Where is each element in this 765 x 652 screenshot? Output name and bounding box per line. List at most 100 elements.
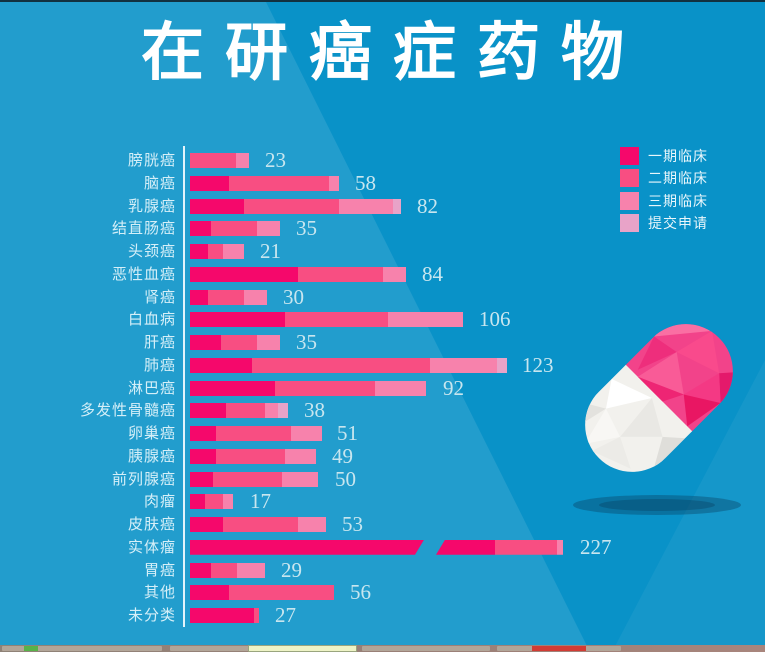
taskbar-button[interactable]: [2, 646, 162, 651]
bar-segment: [285, 448, 316, 464]
value-label: 21: [260, 239, 281, 263]
category-label: 膀胱癌: [127, 151, 176, 169]
taskbar-button[interactable]: [362, 646, 490, 651]
stacked-bar: [190, 562, 265, 578]
category-label: 结直肠癌: [111, 219, 176, 238]
page-title: 在研癌症药物: [141, 16, 645, 89]
bar-segment: [339, 198, 393, 214]
bar-segment: [190, 153, 236, 168]
legend-label: 提交申请: [648, 216, 708, 233]
bar-segment: [229, 175, 329, 191]
legend-item: 三期临床: [620, 191, 708, 210]
bar-segment: [190, 198, 244, 214]
bar-segment: [190, 562, 211, 578]
category-label: 胰腺癌: [127, 446, 176, 465]
stacked-bar: [190, 175, 339, 191]
bar-segment: [190, 312, 285, 328]
category-label: 头颈癌: [127, 242, 176, 260]
value-label: 23: [265, 148, 286, 172]
stacked-bar: [190, 198, 401, 214]
category-label: 肾癌: [143, 287, 176, 306]
stacked-bar: [190, 585, 334, 601]
value-label: 50: [335, 466, 356, 491]
bar-segment: [383, 266, 406, 282]
taskbar-indicator: [24, 646, 38, 651]
bar-segment: [495, 539, 557, 555]
bar-segment: [557, 539, 563, 555]
bar-segment: [244, 198, 339, 214]
taskbar-button[interactable]: [248, 645, 357, 652]
stacked-bar: [190, 539, 563, 555]
value-label: 51: [337, 421, 358, 445]
top-edge-line: [0, 0, 765, 2]
bar-segment: [285, 312, 388, 328]
bar-segment: [497, 357, 507, 373]
category-label: 白血病: [127, 310, 176, 329]
bar-segment: [329, 175, 339, 191]
stacked-bar: [190, 357, 507, 373]
category-label: 其他: [143, 583, 176, 602]
category-label: 乳腺癌: [127, 196, 176, 215]
legend-item: 二期临床: [620, 169, 708, 188]
stacked-bar: [190, 221, 280, 237]
legend-label: 一期临床: [648, 149, 708, 165]
bar-segment: [223, 494, 233, 510]
chart-axis-line: [183, 146, 185, 627]
value-label: 106: [479, 307, 511, 332]
bar-segment: [190, 426, 216, 441]
legend-swatch: [620, 191, 639, 210]
bar-segment: [205, 494, 223, 510]
capsule-pill-icon: [565, 304, 753, 515]
bar-segment: [375, 380, 426, 396]
bar-segment: [388, 312, 463, 328]
bar-segment: [208, 289, 244, 305]
stacked-bar: [190, 153, 249, 168]
bar-segment: [190, 471, 213, 487]
bar-segment: [229, 585, 334, 601]
stacked-bar: [190, 266, 406, 282]
taskbar-button[interactable]: [170, 646, 286, 651]
bar-segment: [298, 266, 383, 282]
chart-legend: 一期临床二期临床三期临床提交申请: [620, 147, 708, 237]
bar-segment: [190, 357, 252, 373]
bar-segment: [190, 221, 211, 237]
bar-segment: [436, 539, 495, 555]
bar-segment: [236, 153, 249, 168]
bar-segment: [282, 471, 318, 487]
stacked-bar: [190, 426, 322, 441]
category-label: 肉瘤: [143, 492, 176, 511]
value-label: 17: [250, 489, 271, 514]
stacked-bar: [190, 471, 318, 487]
bar-segment: [190, 585, 229, 601]
bar-segment: [278, 403, 288, 419]
bar-segment: [190, 494, 205, 510]
bar-segment: [298, 517, 326, 532]
taskbar-indicator: [532, 646, 586, 651]
category-label: 前列腺癌: [111, 469, 176, 488]
pill-illustration: [545, 298, 765, 520]
bar-segment: [190, 175, 229, 191]
category-label: 皮肤癌: [127, 515, 176, 533]
value-label: 30: [283, 284, 304, 309]
bar-segment: [208, 244, 223, 259]
bar-piece: [436, 539, 563, 555]
bar-segment: [244, 289, 267, 305]
bar-segment: [275, 380, 375, 396]
category-label: 卵巢癌: [127, 424, 176, 442]
stacked-bar: [190, 494, 233, 510]
stacked-bar: [190, 608, 259, 623]
bar-segment: [190, 517, 223, 532]
value-label: 35: [296, 216, 317, 241]
stacked-bar: [190, 335, 280, 350]
value-label: 35: [296, 330, 317, 354]
category-label: 实体瘤: [127, 537, 176, 556]
stacked-bar: [190, 403, 288, 419]
bar-segment: [430, 357, 497, 373]
bar-segment: [213, 471, 282, 487]
bar-segment: [257, 221, 280, 237]
bar-segment: [190, 266, 298, 282]
category-label: 淋巴癌: [127, 378, 176, 397]
bar-segment: [291, 426, 322, 441]
bar-segment: [190, 608, 254, 623]
stacked-bar: [190, 448, 316, 464]
